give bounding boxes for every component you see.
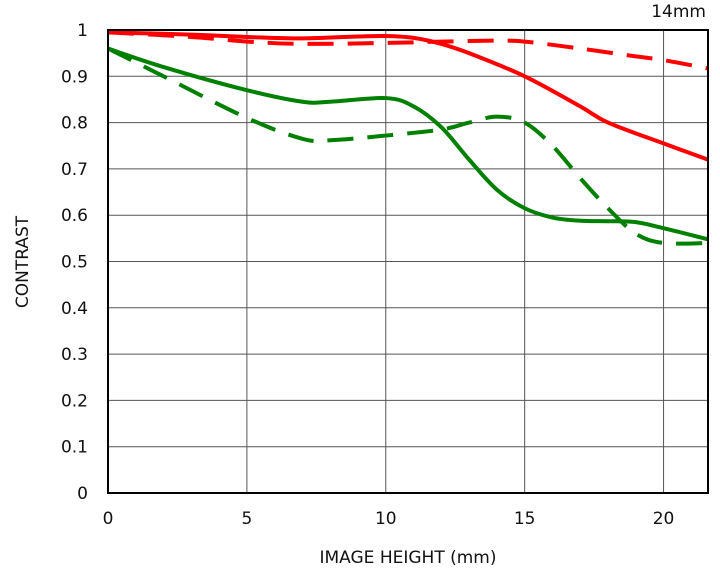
x-tick-labels: 0 5 10 15 20 [103, 509, 675, 529]
x-tick-label: 20 [653, 509, 675, 529]
y-tick-label: 0.3 [61, 345, 88, 365]
x-tick-label: 5 [241, 509, 252, 529]
y-tick-labels: 0 0.1 0.2 0.3 0.4 0.5 0.6 0.7 0.8 0.9 1 [61, 21, 88, 504]
series-line-2 [108, 46, 708, 242]
y-tick-label: 0.8 [61, 114, 88, 134]
x-tick-label: 15 [514, 509, 536, 529]
x-axis-label: IMAGE HEIGHT (mm) [320, 548, 497, 568]
y-axis-label: CONTRAST [13, 215, 33, 308]
y-tick-label: 0.9 [61, 67, 88, 87]
y-tick-label: 0.4 [61, 299, 88, 319]
x-tick-label: 10 [375, 509, 397, 529]
y-tick-label: 0.7 [61, 160, 88, 180]
y-tick-label: 0.2 [61, 391, 88, 411]
x-tick-label: 0 [103, 509, 114, 529]
series-line-3 [108, 46, 708, 246]
series-group [108, 30, 708, 246]
y-tick-label: 1 [77, 21, 88, 41]
y-tick-label: 0.1 [61, 438, 88, 458]
series-line-0 [108, 30, 708, 162]
plot-frame [107, 29, 709, 494]
y-tick-label: 0 [77, 484, 88, 504]
series-line-1 [108, 30, 708, 71]
y-tick-label: 0.6 [61, 206, 88, 226]
grid [107, 29, 708, 494]
chart-title: 14mm [651, 2, 706, 22]
y-tick-label: 0.5 [61, 253, 88, 273]
